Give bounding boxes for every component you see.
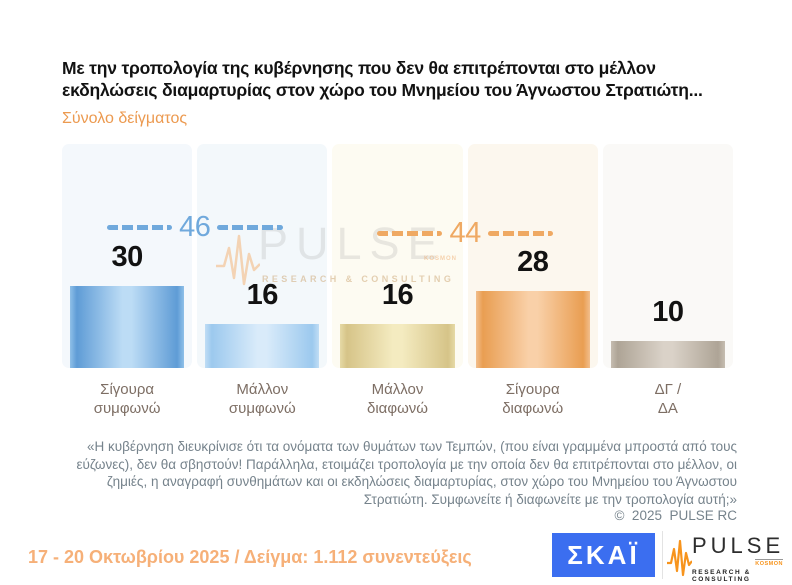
pulse-logo: PULSE KOSMON RESEARCH & CONSULTING (667, 529, 783, 583)
category-labels-row: Σίγουρα συμφωνώ Μάλλον συμφωνώ Μάλλον διαφωνώ… (62, 380, 733, 418)
category-label-3: Σίγουρα διαφωνώ (502, 381, 564, 417)
copyright-text: © 2025 PULSE RC (614, 508, 737, 523)
pulse-logo-kosmon-text: KOSMON (755, 559, 783, 567)
group-total-46: 46 (106, 211, 283, 244)
bar-3 (475, 291, 590, 368)
pulse-logo-brand-text: PULSE (692, 533, 785, 558)
bar-chart: 30 16 16 28 10 46 44 (62, 144, 734, 368)
group-dash-left (106, 225, 173, 230)
bar-value-0: 30 (111, 240, 143, 273)
group-value-44: 44 (449, 216, 481, 249)
bar-value-4: 10 (652, 295, 684, 328)
bar-value-2: 16 (381, 279, 414, 311)
skai-logo-text: ΣΚΑΪ (567, 539, 640, 570)
chart-column-1: 16 (197, 144, 328, 368)
logo-divider (662, 531, 663, 579)
bar-2 (340, 324, 455, 368)
group-dash-right (487, 230, 554, 236)
group-dash-left (377, 230, 443, 236)
bar-value-3: 28 (517, 246, 549, 278)
fieldwork-dates-text: 17 - 20 Οκτωβρίου 2025 / Δείγμα: 1.112 σ… (28, 547, 472, 567)
title-line-1: Με την τροπολογία της κυβέρνησης που δεν… (62, 58, 656, 78)
group-value-46: 46 (179, 211, 211, 243)
category-label-2: Μάλλον διαφωνώ (367, 381, 429, 417)
pulse-logo-waveform-icon (667, 539, 692, 577)
bar-0 (70, 285, 185, 368)
chart-column-0: 30 (62, 144, 193, 368)
bar-4 (610, 340, 726, 368)
page-title: Με την τροπολογία της κυβέρνησης που δεν… (62, 57, 722, 101)
group-dash-right (217, 225, 283, 230)
chart-column-3: 28 (467, 144, 598, 368)
chart-column-2: 16 (332, 144, 463, 368)
category-label-4: ΔΓ / ΔΑ (654, 381, 682, 417)
bar-value-1: 16 (246, 279, 279, 311)
skai-logo: ΣΚΑΪ (552, 533, 655, 577)
category-label-1: Μάλλον συμφωνώ (228, 381, 296, 417)
category-label-0: Σίγουρα συμφωνώ (93, 381, 161, 417)
question-quote: «Η κυβέρνηση διευκρίνισε ότι τα ονόματα … (76, 439, 737, 507)
group-total-44: 44 (377, 216, 554, 249)
title-line-2: εκδηλώσεις διαμαρτυρίας στον χώρο του Μν… (62, 80, 703, 100)
bar-1 (205, 324, 320, 368)
pulse-logo-tagline-text: RESEARCH & CONSULTING (692, 569, 751, 583)
chart-column-4: 10 (602, 144, 734, 368)
sample-subtitle: Σύνολο δείγματος (62, 110, 188, 127)
